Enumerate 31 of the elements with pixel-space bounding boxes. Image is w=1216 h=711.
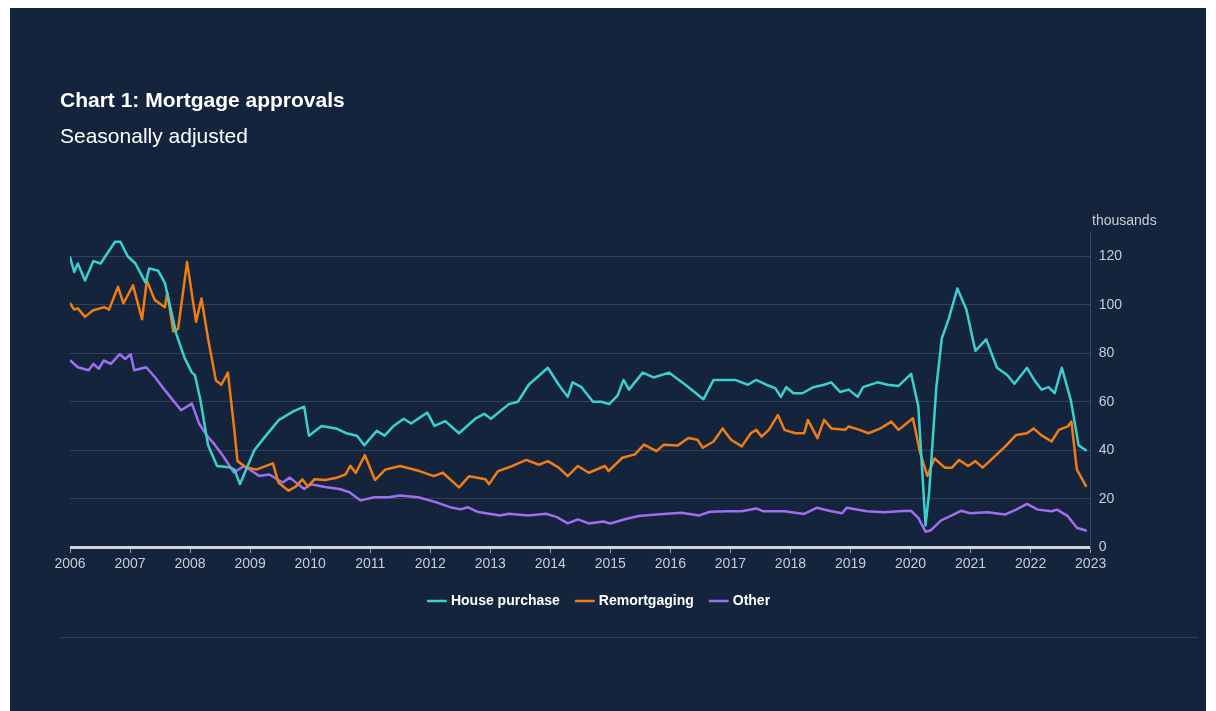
- x-tick-label: 2012: [414, 555, 447, 572]
- x-tick-label: 2006: [54, 555, 86, 572]
- x-tick-label: 2019: [834, 555, 867, 572]
- x-tick-label: 2017: [714, 555, 747, 572]
- x-tick-label: 2014: [534, 555, 567, 572]
- x-tick-label: 2023: [1075, 555, 1107, 572]
- x-tick-label: 2010: [294, 555, 326, 572]
- x-tick-label: 2021: [954, 555, 987, 572]
- chart-title: Chart 1: Mortgage approvals: [60, 88, 345, 112]
- legend-label: House purchase: [450, 591, 561, 608]
- x-tick-label: 2011: [355, 555, 386, 572]
- x-tick-label: 2007: [114, 555, 146, 572]
- y-tick-label: 40: [1098, 441, 1115, 458]
- x-tick-label: 2022: [1015, 555, 1047, 572]
- x-tick-label: 2020: [894, 555, 927, 572]
- legend-label: Other: [732, 591, 771, 608]
- x-tick-label: 2013: [474, 555, 507, 572]
- y-tick-label: 0: [1098, 538, 1107, 555]
- x-tick-label: 2009: [234, 555, 266, 572]
- y-tick-label: 80: [1098, 344, 1115, 361]
- x-tick-label: 2018: [774, 555, 807, 572]
- x-tick-label: 2015: [594, 555, 627, 572]
- y-tick-label: 20: [1098, 489, 1115, 506]
- y-tick-label: 100: [1098, 295, 1123, 312]
- legend-label: Remortgaging: [598, 591, 694, 608]
- y-tick-label: 120: [1098, 247, 1123, 264]
- y-tick-label: 60: [1098, 392, 1115, 409]
- x-tick-label: 2008: [174, 555, 206, 572]
- y-axis-title: thousands: [1092, 211, 1157, 228]
- chart-subtitle: Seasonally adjusted: [60, 124, 248, 148]
- x-tick-label: 2016: [654, 555, 687, 572]
